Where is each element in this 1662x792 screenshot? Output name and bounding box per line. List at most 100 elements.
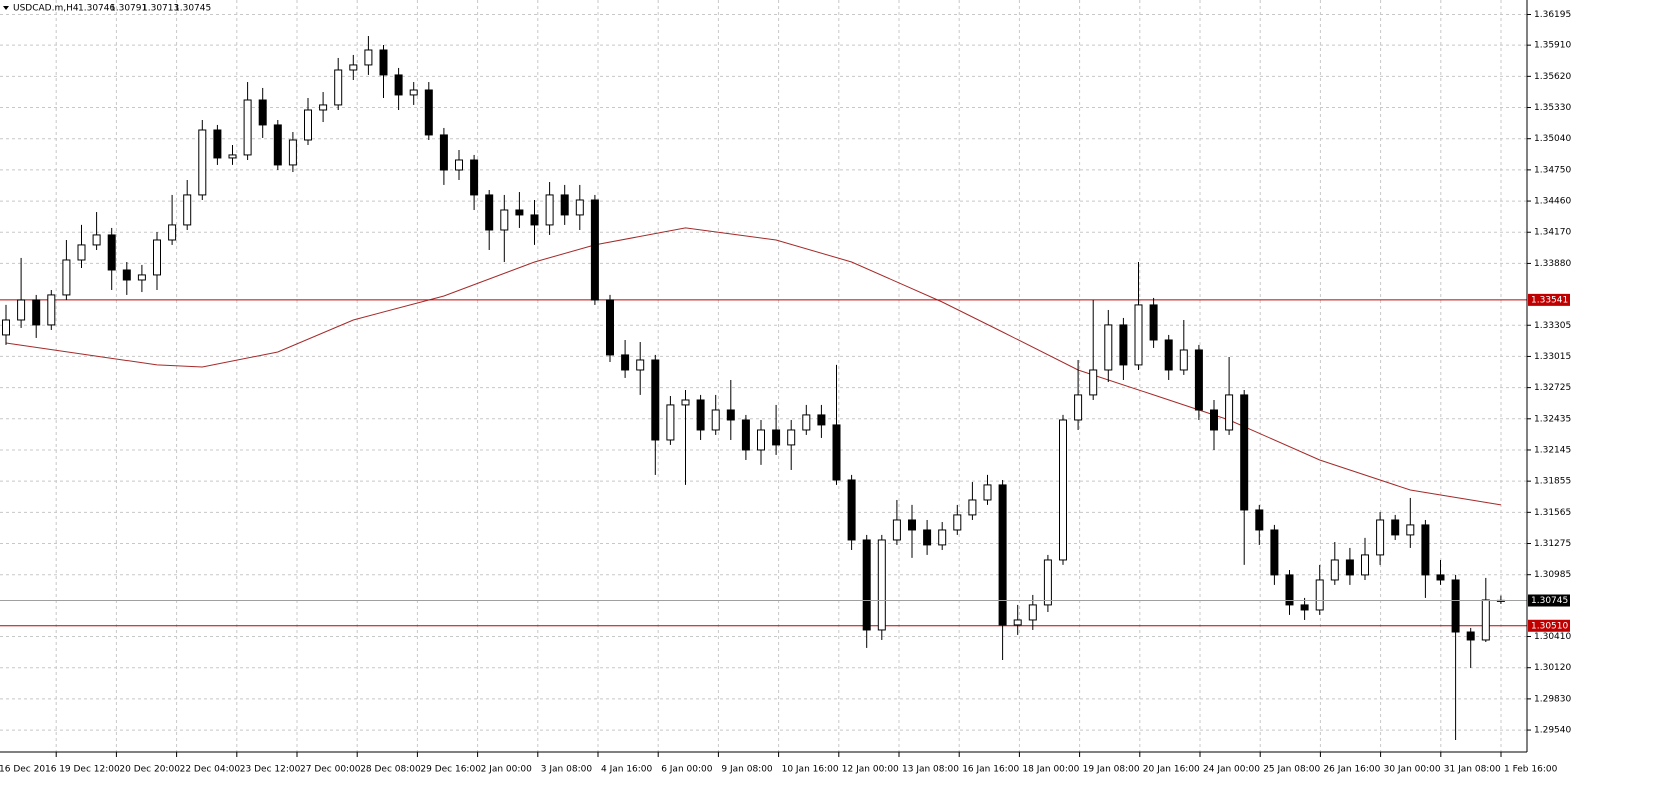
candle-body	[998, 484, 1007, 626]
candle-body	[470, 159, 479, 196]
candle-body	[183, 194, 192, 226]
candle-body	[122, 269, 131, 281]
y-tick-label: 1.31275	[1534, 539, 1571, 549]
candle-body	[1179, 349, 1188, 371]
y-tick-label: 1.31565	[1534, 508, 1571, 518]
x-tick-label: 4 Jan 16:00	[601, 765, 653, 775]
candle-body	[1149, 304, 1158, 341]
candle-body	[1028, 604, 1037, 621]
candle-body	[1300, 604, 1309, 611]
candle-body	[153, 239, 161, 276]
y-tick-label: 1.33015	[1534, 352, 1571, 362]
header-ohlc: 1.30746	[78, 4, 115, 14]
x-tick-label: 25 Jan 08:00	[1263, 765, 1320, 775]
y-tick-label: 1.34460	[1534, 197, 1571, 207]
candle-body	[1255, 509, 1264, 531]
x-tick-label: 20 Dec 20:00	[119, 765, 180, 775]
y-tick-label: 1.30410	[1534, 632, 1571, 642]
candle-body	[77, 244, 86, 261]
candle-body	[757, 429, 765, 451]
y-tick-label: 1.34750	[1534, 165, 1571, 175]
candle-body	[892, 519, 901, 541]
candle-body	[304, 109, 312, 141]
x-tick-label: 27 Dec 00:00	[300, 765, 361, 775]
candle-body	[1270, 529, 1279, 576]
y-tick-label: 1.35910	[1534, 41, 1571, 51]
candle-body	[908, 519, 916, 531]
candle-body	[1391, 519, 1400, 536]
x-tick-label: 26 Jan 16:00	[1323, 765, 1380, 775]
candle-body	[1210, 409, 1218, 431]
candle-body	[1451, 579, 1460, 633]
x-tick-label: 9 Jan 08:00	[721, 765, 773, 775]
plot	[0, 36, 1527, 740]
candle-body	[1406, 524, 1415, 536]
candle-body	[1104, 324, 1113, 371]
candle-body	[1285, 574, 1294, 606]
candle-body	[198, 129, 207, 196]
candle-body	[228, 154, 237, 159]
candle-body	[168, 224, 177, 241]
x-tick-label: 10 Jan 16:00	[782, 765, 839, 775]
candle-body	[606, 299, 614, 356]
candle-body	[847, 479, 856, 541]
candle-body	[696, 399, 705, 431]
candle-body	[515, 209, 524, 216]
current-price-box	[1528, 594, 1570, 607]
candle-body	[62, 259, 71, 296]
candle-body	[1134, 304, 1143, 366]
x-tick-label: 28 Dec 08:00	[360, 765, 421, 775]
candle-body	[666, 404, 675, 441]
candle-body	[1361, 554, 1369, 576]
y-tick-label: 1.35620	[1534, 72, 1571, 82]
candle-body	[1330, 559, 1339, 581]
candle-body	[923, 529, 932, 546]
candle-body	[1421, 524, 1430, 576]
candle-body	[319, 104, 328, 111]
x-tick-label: 18 Jan 00:00	[1022, 765, 1079, 775]
candle-body	[424, 89, 433, 136]
x-tick-label: 12 Jan 00:00	[842, 765, 899, 775]
candle-body	[1240, 394, 1249, 511]
candle-body	[545, 194, 554, 226]
candle-body	[560, 194, 569, 216]
candle-body	[590, 199, 599, 301]
candle-body	[243, 99, 252, 156]
header-ohlc: 1.30745	[174, 4, 211, 14]
header-ohlc: 1.30791	[110, 4, 147, 14]
x-tick-label: 13 Jan 08:00	[902, 765, 959, 775]
x-tick-label: 3 Jan 08:00	[541, 765, 593, 775]
x-tick-label: 20 Jan 16:00	[1143, 765, 1200, 775]
x-tick-label: 19 Jan 08:00	[1083, 765, 1140, 775]
header-ohlc: 1.30713	[142, 4, 179, 14]
y-tick-label: 1.35040	[1534, 134, 1571, 144]
x-tick-label: 31 Jan 08:00	[1444, 765, 1501, 775]
candle-body	[575, 199, 584, 216]
x-tick-label: 2 Jan 00:00	[481, 765, 533, 775]
candle-body	[500, 209, 509, 231]
candle-body	[334, 69, 343, 106]
x-tick-label: 6 Jan 00:00	[661, 765, 713, 775]
menu-triangle[interactable]	[3, 6, 9, 10]
x-tick-label: 19 Dec 12:00	[59, 765, 120, 775]
candle-body	[137, 274, 146, 281]
candle-body	[787, 429, 796, 446]
candle-body	[409, 89, 418, 96]
x-tick-label: 24 Jan 00:00	[1203, 765, 1260, 775]
candle-body	[349, 64, 358, 71]
candle-body	[107, 234, 116, 271]
candle-body	[772, 429, 781, 446]
candle-body	[1466, 631, 1475, 641]
y-tick-label: 1.29540	[1534, 726, 1571, 736]
candle-body	[1119, 324, 1128, 366]
candle-body	[1194, 349, 1203, 411]
y-tick-label: 1.34170	[1534, 228, 1571, 238]
x-tick-label: 22 Dec 04:00	[180, 765, 241, 775]
candle-body	[817, 414, 826, 426]
candle-body	[1164, 339, 1173, 371]
candle-body	[364, 49, 373, 66]
candle-body	[741, 419, 750, 451]
x-tick-label: 1 Feb 16:00	[1504, 765, 1558, 775]
